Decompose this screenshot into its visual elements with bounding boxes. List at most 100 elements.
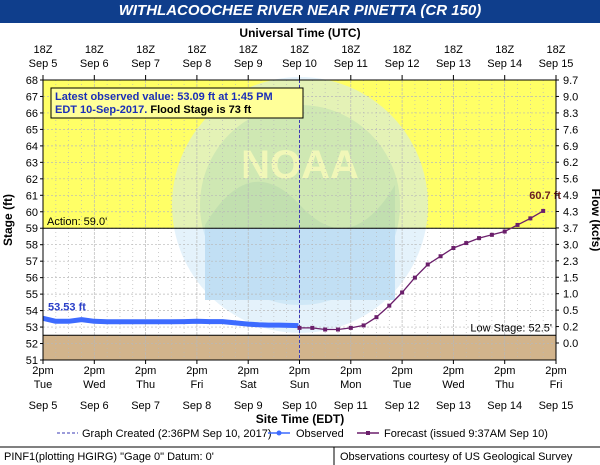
observed-series-line bbox=[42, 315, 299, 329]
y-tick-label: 58 bbox=[26, 240, 38, 252]
bottom-tick-time: 2pm bbox=[237, 365, 258, 377]
flow-tick-label: 6.2 bbox=[563, 157, 578, 169]
footer-right-text: Observations courtesy of US Geological S… bbox=[340, 451, 573, 463]
top-tick-hour: 18Z bbox=[495, 44, 514, 56]
flow-tick-label: 9.7 bbox=[563, 75, 578, 87]
bottom-tick-date: Sep 12 bbox=[385, 400, 420, 412]
y-tick-label: 52 bbox=[26, 339, 38, 351]
y-tick-label: 65 bbox=[26, 124, 38, 136]
forecast-point bbox=[297, 325, 302, 330]
forecast-point bbox=[348, 325, 353, 330]
y-tick-label: 51 bbox=[26, 355, 38, 367]
flow-tick-label: 3.0 bbox=[563, 239, 578, 251]
y-tick-label: 68 bbox=[26, 75, 38, 87]
bottom-tick-day: Tue bbox=[393, 379, 412, 391]
flow-tick-label: 7.6 bbox=[563, 124, 578, 136]
forecast-point bbox=[451, 246, 456, 250]
y-tick-label: 66 bbox=[26, 108, 38, 120]
flow-tick-label: 0.0 bbox=[563, 338, 578, 350]
bottom-tick-date: Sep 11 bbox=[334, 400, 368, 412]
bottom-tick-day: Wed bbox=[83, 379, 105, 391]
info-line-2: EDT 10-Sep-2017. Flood Stage is 73 ft bbox=[55, 104, 252, 116]
forecast-point bbox=[335, 327, 340, 332]
flow-tick-label: 2.3 bbox=[563, 256, 578, 268]
observed-start-label: 53.53 ft bbox=[48, 301, 86, 313]
flow-tick-label: 9.0 bbox=[563, 91, 578, 103]
chart-title: WITHLACOOCHEE RIVER NEAR PINETTA (CR 150… bbox=[118, 2, 482, 19]
bottom-tick-date: Sep 7 bbox=[131, 400, 160, 412]
bottom-tick-date: Sep 8 bbox=[183, 400, 212, 412]
y-tick-label: 57 bbox=[26, 256, 38, 268]
info-date: EDT 10-Sep-2017. bbox=[55, 104, 147, 116]
top-tick-hour: 18Z bbox=[341, 44, 360, 56]
top-tick-hour: 18Z bbox=[136, 44, 155, 56]
legend-observed-label: Observed bbox=[296, 428, 344, 440]
legend-observed-marker bbox=[276, 430, 282, 436]
legend-created-label: Graph Created (2:36PM Sep 10, 2017) bbox=[82, 428, 272, 440]
forecast-point bbox=[528, 216, 533, 221]
top-tick-date: Sep 15 bbox=[539, 58, 574, 70]
footer-left-text: PINF1(plotting HGIRG) "Gage 0" Datum: 0' bbox=[4, 451, 214, 463]
flow-tick-label: 4.9 bbox=[563, 190, 578, 202]
bottom-tick-date: Sep 10 bbox=[282, 400, 317, 412]
bottom-tick-date: Sep 5 bbox=[29, 400, 58, 412]
y-tick-label: 59 bbox=[26, 223, 38, 235]
forecast-point bbox=[374, 315, 379, 320]
bottom-tick-time: 2pm bbox=[340, 365, 361, 377]
bottom-tick-day: Sun bbox=[290, 379, 310, 391]
forecast-point bbox=[400, 290, 405, 295]
info-line-1: Latest observed value: 53.09 ft at 1:45 … bbox=[55, 91, 273, 103]
bottom-tick-day: Thu bbox=[136, 379, 155, 391]
legend-forecast-label: Forecast (issued 9:37AM Sep 10) bbox=[384, 428, 548, 440]
forecast-point bbox=[477, 236, 482, 241]
bottom-tick-day: Wed bbox=[442, 379, 464, 391]
y-axis-title: Stage (ft) bbox=[1, 194, 15, 246]
forecast-point bbox=[464, 241, 469, 246]
top-tick-hour: 18Z bbox=[290, 44, 309, 56]
forecast-point bbox=[541, 208, 546, 213]
y-tick-label: 53 bbox=[26, 322, 38, 334]
title-banner: WITHLACOOCHEE RIVER NEAR PINETTA (CR 150… bbox=[0, 0, 600, 23]
bottom-tick-date: Sep 13 bbox=[436, 400, 471, 412]
flow-tick-label: 0.2 bbox=[563, 322, 578, 334]
forecast-point bbox=[361, 323, 366, 328]
forecast-point bbox=[489, 232, 494, 237]
top-tick-date: Sep 5 bbox=[29, 58, 58, 70]
bottom-tick-time: 2pm bbox=[135, 365, 156, 377]
flow-tick-label: 0.5 bbox=[563, 305, 578, 317]
y-tick-label: 54 bbox=[26, 306, 38, 318]
bottom-tick-time: 2pm bbox=[84, 365, 105, 377]
y-tick-label: 64 bbox=[26, 141, 38, 153]
forecast-point bbox=[425, 262, 430, 267]
info-box bbox=[50, 87, 304, 119]
y-tick-label: 55 bbox=[26, 289, 38, 301]
forecast-series-line bbox=[299, 210, 544, 331]
top-tick-date: Sep 14 bbox=[487, 58, 522, 70]
action-label: Action: 59.0' bbox=[47, 216, 107, 228]
bottom-tick-day: Tue bbox=[34, 379, 53, 391]
flow-tick-label: 4.3 bbox=[563, 207, 578, 219]
flow-tick-label: 1.5 bbox=[563, 272, 578, 284]
bottom-tick-day: Sat bbox=[240, 379, 257, 391]
forecast-point bbox=[438, 254, 443, 259]
bottom-tick-time: 2pm bbox=[443, 365, 464, 377]
top-tick-date: Sep 7 bbox=[131, 58, 160, 70]
top-tick-hour: 18Z bbox=[239, 44, 258, 56]
flow-tick-label: 5.6 bbox=[563, 174, 578, 186]
forecast-point bbox=[387, 303, 392, 308]
top-tick-date: Sep 8 bbox=[183, 58, 212, 70]
flow-tick-label: 3.7 bbox=[563, 223, 578, 235]
top-axis-title: Universal Time (UTC) bbox=[239, 26, 360, 40]
top-tick-hour: 18Z bbox=[547, 44, 566, 56]
bottom-tick-date: Sep 6 bbox=[80, 400, 109, 412]
bottom-tick-date: Sep 15 bbox=[539, 400, 574, 412]
y-tick-label: 61 bbox=[26, 190, 38, 202]
y-tick-label: 56 bbox=[26, 273, 38, 285]
top-tick-date: Sep 10 bbox=[282, 58, 317, 70]
forecast-end-label: 60.7 ft bbox=[529, 190, 561, 202]
bottom-tick-day: Fri bbox=[190, 379, 203, 391]
info-flood-stage: Flood Stage is 73 ft bbox=[147, 104, 251, 116]
flow-tick-label: 1.0 bbox=[563, 289, 578, 301]
top-tick-hour: 18Z bbox=[444, 44, 463, 56]
